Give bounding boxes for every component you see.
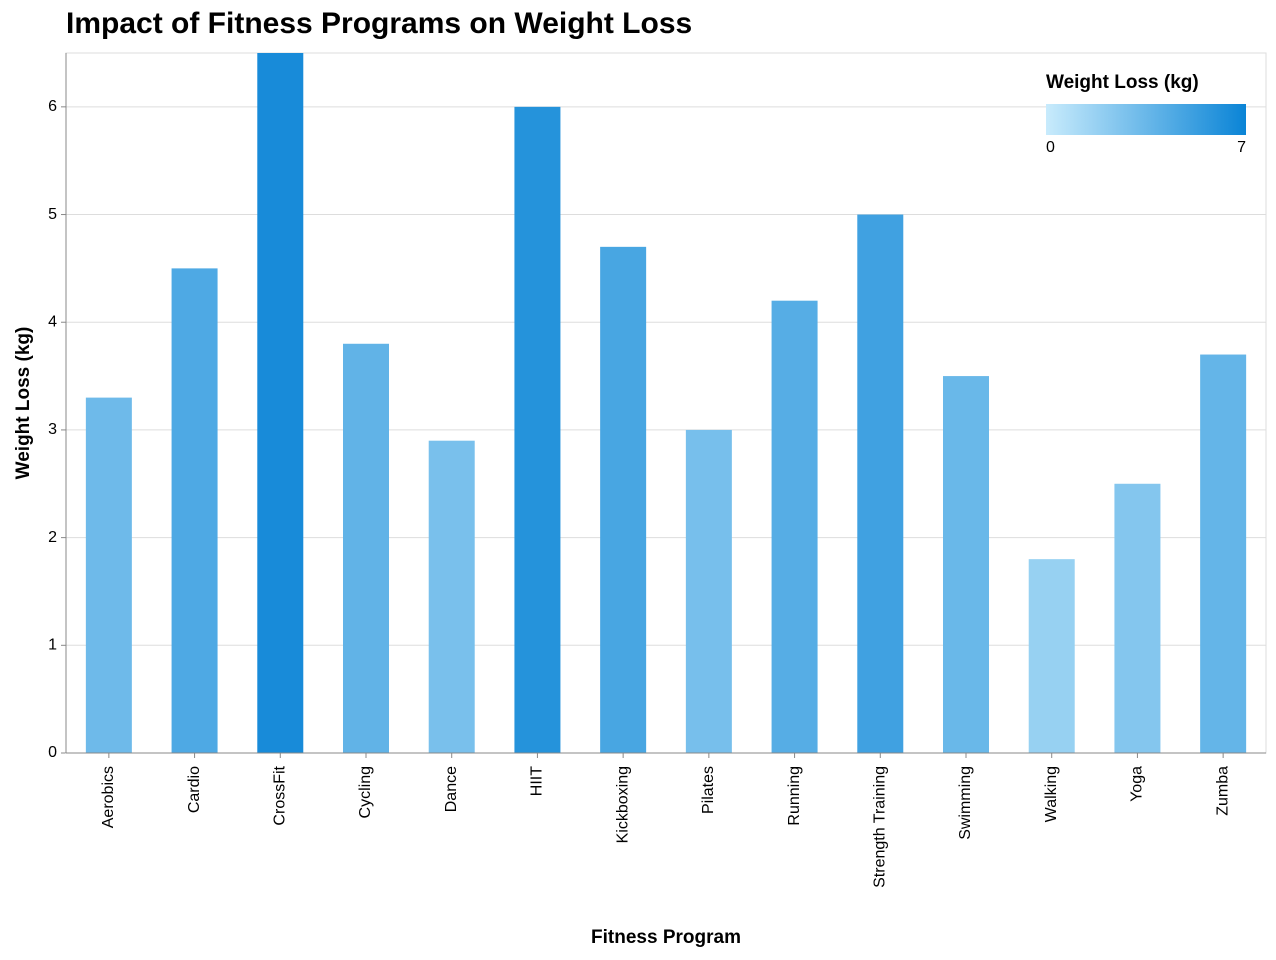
bar [857,214,904,754]
x-tick-label: Zumba [1214,766,1231,816]
bar [771,300,818,753]
bar [514,106,561,754]
y-tick-label: 6 [48,98,57,115]
bar [1200,354,1247,753]
x-tick-label: Yoga [1129,766,1146,802]
x-tick-label: Cycling [357,766,374,818]
bar [171,268,218,753]
y-tick-label: 3 [48,421,57,438]
bar [1028,559,1075,753]
x-tick-label: Running [786,766,803,826]
y-tick-label: 1 [48,637,57,654]
legend-title: Weight Loss (kg) [1046,72,1199,93]
bar [428,440,475,753]
x-tick-label: HIIT [529,766,546,796]
y-tick-label: 0 [48,744,57,761]
bar [600,246,647,753]
bar [685,429,732,753]
y-tick-label: 4 [48,313,57,330]
legend-label: 7 [1237,139,1246,156]
bar [943,376,989,753]
bar [343,343,389,753]
x-tick-label: Strength Training [872,766,889,888]
x-tick-label: Walking [1043,766,1060,822]
x-tick-label: Aerobics [100,766,117,828]
x-tick-label: Kickboxing [614,766,631,843]
bar [85,397,132,753]
bar [1114,483,1161,753]
x-tick-label: CrossFit [272,765,289,825]
legend-gradient [1046,104,1246,135]
bar [257,53,304,753]
x-tick-label: Dance [443,766,460,812]
legend-label: 0 [1046,139,1055,156]
plot-frame [65,52,1267,754]
x-axis-title: Fitness Program [591,927,741,948]
x-tick-label: Pilates [700,766,717,814]
chart-title: Impact of Fitness Programs on Weight Los… [66,7,692,40]
y-axis-title: Weight Loss (kg) [13,327,34,480]
x-tick-label: Swimming [957,766,974,840]
x-tick-label: Cardio [186,766,203,813]
y-tick-label: 5 [48,206,57,223]
y-tick-label: 2 [48,529,57,546]
